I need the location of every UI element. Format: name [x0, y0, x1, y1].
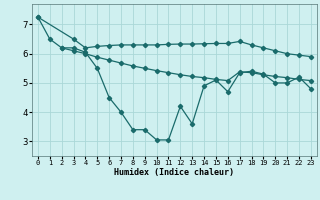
X-axis label: Humidex (Indice chaleur): Humidex (Indice chaleur) — [115, 168, 234, 177]
